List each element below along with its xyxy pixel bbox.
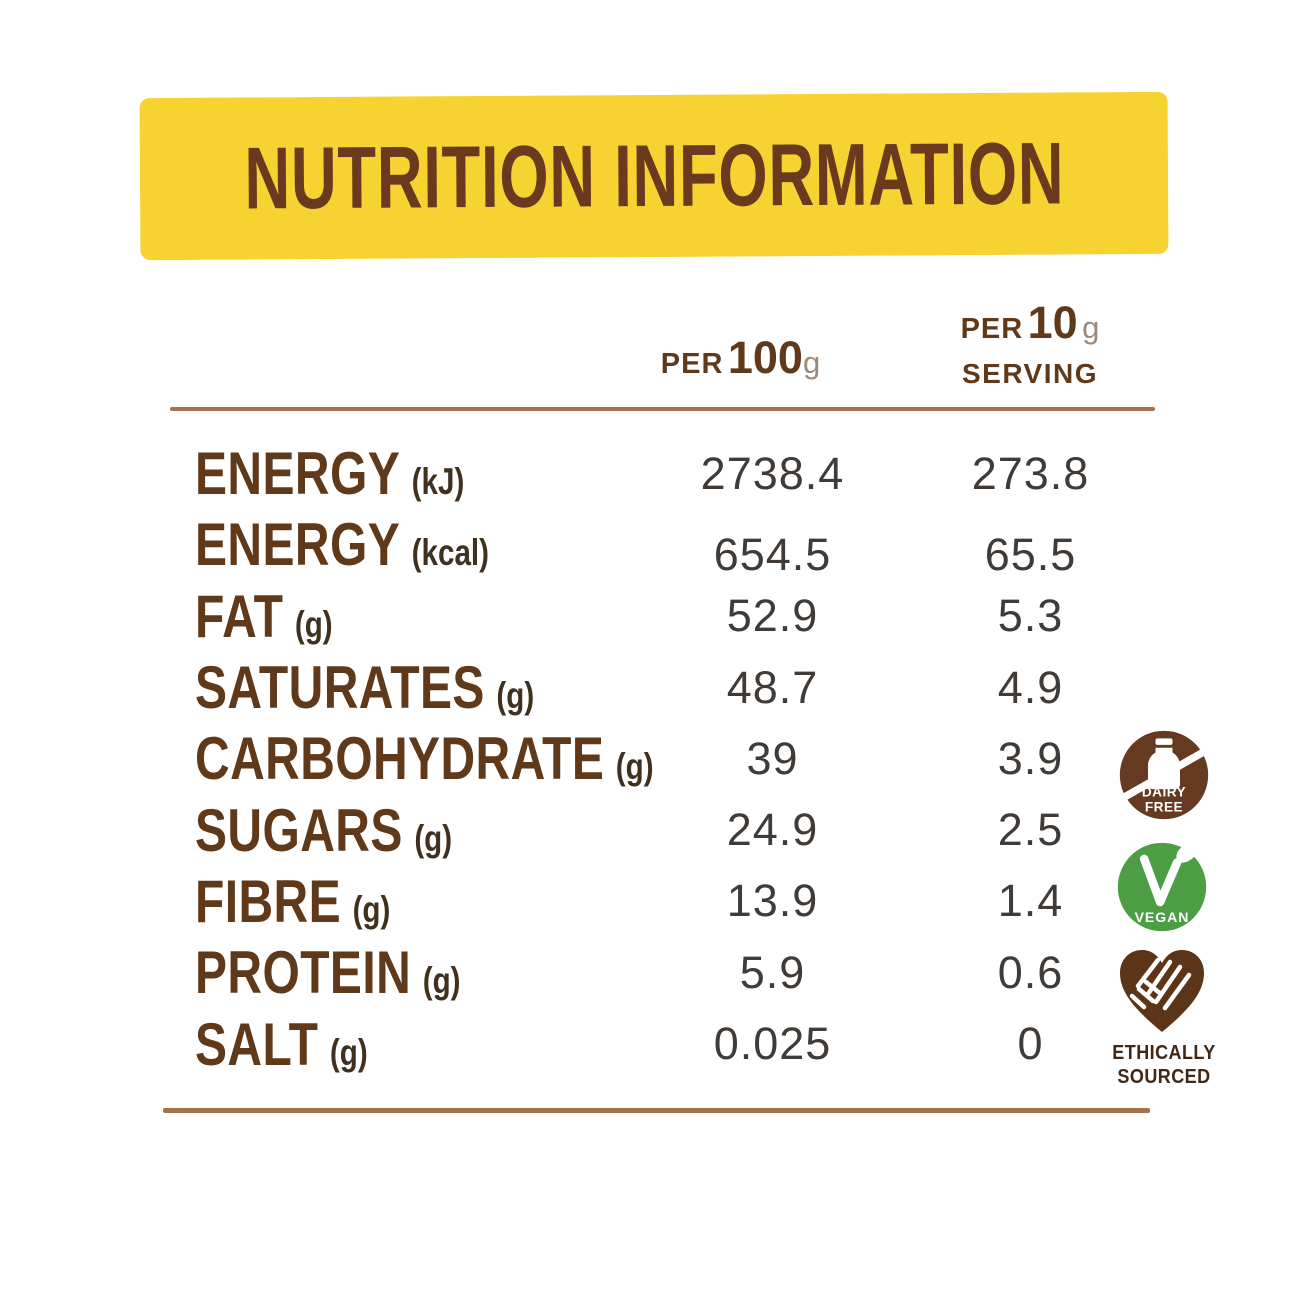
nutrient-unit: (g) — [422, 960, 461, 1002]
value-per-100g: 654.5 — [713, 528, 832, 580]
dairy-free-text-line2: FREE — [1145, 800, 1183, 815]
nutrient-unit: (g) — [352, 888, 391, 930]
unit-label: g — [802, 345, 821, 380]
value-per-100g: 39 — [746, 732, 799, 784]
value-per-serving: 273.8 — [971, 447, 1090, 499]
column-header-per-100g: PER 100g — [618, 335, 863, 386]
nutrition-table: ENERGY (kJ) 2738.4 273.8 ENERGY (kcal) 6… — [195, 438, 1150, 1080]
ethically-sourced-caption: ETHICALLY SOURCED — [1103, 1041, 1225, 1089]
value-per-100g: 5.9 — [739, 946, 806, 998]
value-per-100g: 13.9 — [726, 875, 819, 927]
page-title: NUTRITION INFORMATION — [243, 123, 1065, 228]
table-row-fibre: FIBRE (g) 13.9 1.4 — [195, 866, 1150, 937]
value-per-serving: 5.3 — [997, 590, 1064, 642]
nutrient-unit: (kJ) — [411, 461, 465, 503]
table-row-saturates: SATURATES (g) 48.7 4.9 — [195, 652, 1150, 723]
table-row-sugars: SUGARS (g) 24.9 2.5 — [195, 794, 1150, 865]
nutrient-unit: (g) — [294, 603, 333, 645]
nutrient-unit: (g) — [329, 1031, 368, 1073]
nutrient-name: ENERGY — [195, 440, 401, 508]
table-row-energy-kcal: ENERGY (kcal) 654.5 65.5 — [195, 509, 1150, 580]
nutrient-unit: (kcal) — [411, 532, 489, 574]
nutrient-name: ENERGY — [195, 511, 401, 579]
value-per-100g: 48.7 — [726, 661, 819, 713]
nutrient-name: SALT — [195, 1010, 319, 1078]
unit-label: g — [1082, 310, 1100, 345]
amount-label: 10 — [1027, 297, 1078, 348]
per-label: PER — [660, 348, 724, 380]
serving-label: SERVING — [961, 358, 1099, 389]
value-per-100g: 2738.4 — [700, 447, 845, 499]
table-row-protein: PROTEIN (g) 5.9 0.6 — [195, 937, 1150, 1008]
table-row-salt: SALT (g) 0.025 0 — [195, 1008, 1150, 1079]
nutrient-name: FIBRE — [195, 867, 341, 935]
nutrient-name: FAT — [195, 582, 284, 650]
value-per-serving: 1.4 — [997, 875, 1064, 927]
dairy-free-icon: DAIRY FREE — [1117, 728, 1211, 822]
value-per-serving: 65.5 — [984, 528, 1077, 580]
nutrient-unit: (g) — [414, 817, 453, 859]
value-per-serving: 0.6 — [997, 946, 1064, 998]
nutrient-name: CARBOHYDRATE — [195, 725, 605, 793]
value-per-serving: 3.9 — [997, 732, 1064, 784]
nutrient-name: SUGARS — [195, 796, 403, 864]
value-per-serving: 4.9 — [997, 661, 1064, 713]
value-per-serving: 2.5 — [997, 804, 1064, 856]
table-row-carbohydrate: CARBOHYDRATE (g) 39 3.9 — [195, 723, 1150, 794]
per-label: PER — [960, 313, 1024, 345]
ethically-sourced-icon — [1110, 944, 1214, 1036]
top-divider — [170, 407, 1155, 411]
dairy-free-text-line1: DAIRY — [1142, 785, 1186, 800]
value-per-100g: 24.9 — [726, 804, 819, 856]
value-per-100g: 0.025 — [713, 1018, 832, 1070]
ethically-sourced-line2: SOURCED — [1117, 1066, 1211, 1088]
vegan-icon: VEGAN — [1115, 840, 1209, 934]
table-row-energy-kj: ENERGY (kJ) 2738.4 273.8 — [195, 438, 1150, 509]
nutrient-name: PROTEIN — [195, 939, 412, 1007]
value-per-serving: 0 — [1017, 1018, 1044, 1070]
table-row-fat: FAT (g) 52.9 5.3 — [195, 581, 1150, 652]
ethically-sourced-line1: ETHICALLY — [1112, 1042, 1216, 1064]
value-per-100g: 52.9 — [726, 590, 819, 642]
bottom-divider — [163, 1108, 1150, 1113]
vegan-text: VEGAN — [1135, 909, 1190, 925]
nutrient-unit: (g) — [615, 746, 654, 788]
amount-label: 100 — [727, 332, 803, 383]
nutrient-name: SATURATES — [195, 654, 485, 722]
column-header-per-serving: PER 10 g SERVING — [915, 300, 1145, 391]
nutrient-unit: (g) — [496, 675, 535, 717]
title-banner: NUTRITION INFORMATION — [139, 91, 1169, 261]
